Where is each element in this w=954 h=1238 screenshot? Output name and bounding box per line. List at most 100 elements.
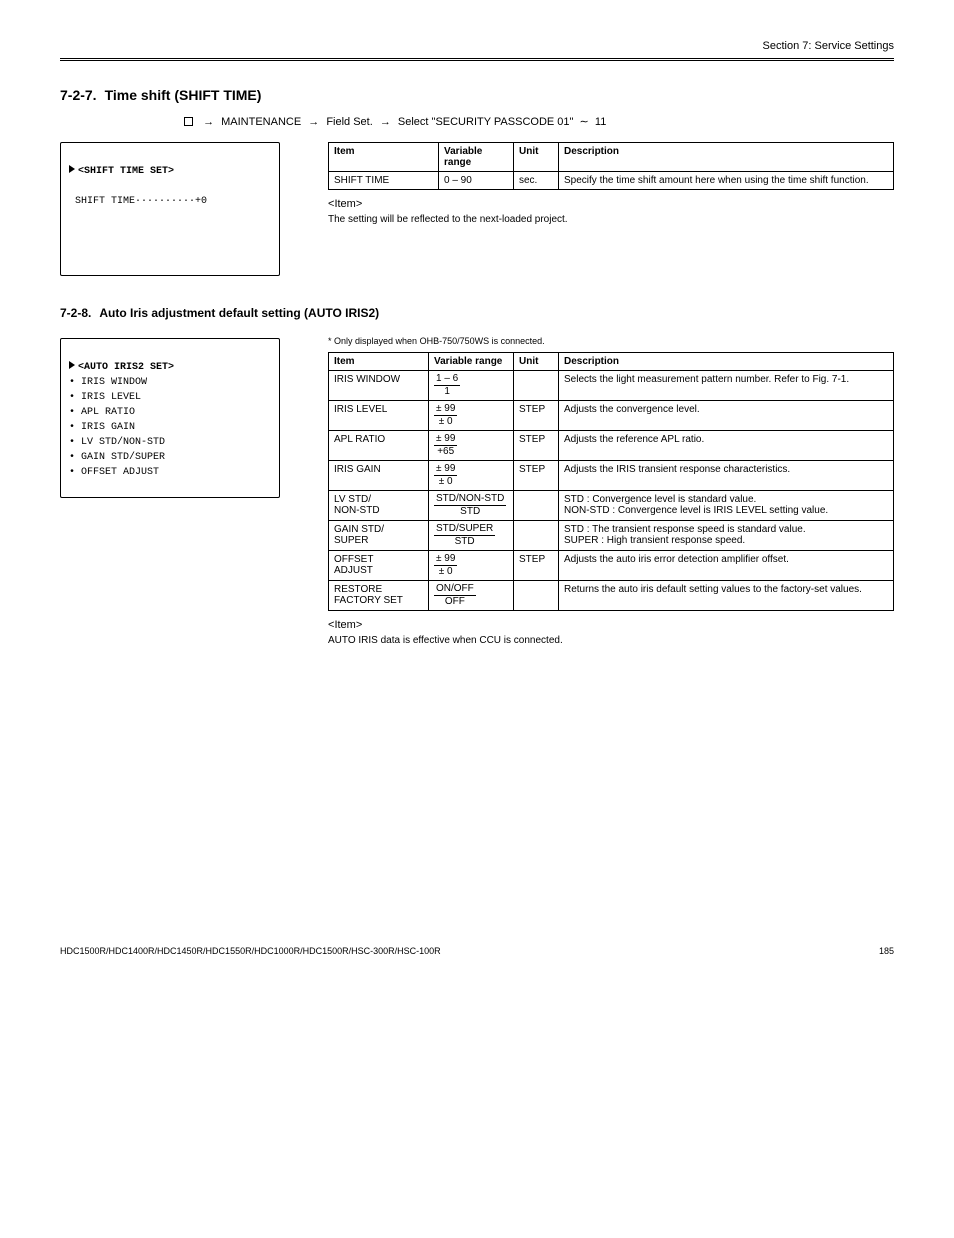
fraction: 1 – 61: [434, 374, 460, 397]
display-line-label: SHIFT TIME: [75, 196, 135, 207]
fraction: ± 99± 0: [434, 554, 457, 577]
section-heading-728: Auto Iris adjustment default setting (AU…: [99, 306, 379, 320]
note-label-728: Item: [334, 619, 355, 631]
cell-unit: STEP: [514, 431, 559, 461]
frac-top: ON/OFF: [434, 584, 476, 596]
cell-item: IRIS WINDOW: [329, 371, 429, 401]
table-row: OFFSET ADJUST± 99± 0STEPAdjusts the auto…: [329, 551, 894, 581]
triangle-right-icon: [69, 165, 75, 173]
fraction: ± 99+65: [434, 434, 457, 457]
table-row: SHIFT TIME 0 – 90 sec. Specify the time …: [329, 172, 894, 190]
th-variable: Variable range: [429, 353, 514, 371]
cell-variable: ± 99+65: [429, 431, 514, 461]
th-description: Description: [559, 353, 894, 371]
cell-unit: [514, 491, 559, 521]
bc-level1: MAINTENANCE: [221, 116, 301, 128]
menu-icon: [184, 117, 193, 126]
item-note-728: <Item>: [328, 619, 894, 631]
arrow-icon: →: [203, 116, 214, 128]
cell-item: GAIN STD/ SUPER: [329, 521, 429, 551]
frac-top: 1 – 6: [434, 374, 460, 386]
cell-item: IRIS LEVEL: [329, 401, 429, 431]
frac-top: ± 99: [434, 404, 457, 416]
table-row: IRIS LEVEL± 99± 0STEPAdjusts the converg…: [329, 401, 894, 431]
table-row: RESTORE FACTORY SETON/OFFOFFReturns the …: [329, 581, 894, 611]
th-variable: Variable range: [439, 143, 514, 172]
fraction: STD/SUPERSTD: [434, 524, 495, 547]
cell-unit: [514, 371, 559, 401]
cell-variable: ± 99± 0: [429, 461, 514, 491]
th-unit: Unit: [514, 143, 559, 172]
table-row: IRIS GAIN± 99± 0STEPAdjusts the IRIS tra…: [329, 461, 894, 491]
cell-item: RESTORE FACTORY SET: [329, 581, 429, 611]
display-box-728: <AUTO IRIS2 SET> IRIS WINDOWIRIS LEVELAP…: [60, 338, 280, 498]
spec-table-728: Item Variable range Unit Description IRI…: [328, 352, 894, 611]
section-number-727: 7-2-7.: [60, 87, 97, 103]
cell-desc: Specify the time shift amount here when …: [559, 172, 894, 190]
item-note-727: <Item>: [328, 198, 894, 210]
cell-item: SHIFT TIME: [329, 172, 439, 190]
frac-top: STD/NON-STD: [434, 494, 506, 506]
list-item: APL RATIO: [69, 405, 271, 420]
display-box-727: <SHIFT TIME SET> SHIFT TIME··········+0: [60, 142, 280, 276]
triangle-right-icon: [69, 361, 75, 369]
frac-top: ± 99: [434, 554, 457, 566]
cell-desc: STD : Convergence level is standard valu…: [559, 491, 894, 521]
section-title-727: 7-2-7. Time shift (SHIFT TIME): [60, 87, 894, 103]
table-row: APL RATIO± 99+65STEPAdjusts the referenc…: [329, 431, 894, 461]
list-item: OFFSET ADJUST: [69, 465, 271, 480]
note-label: Item: [334, 198, 355, 210]
list-item: IRIS GAIN: [69, 420, 271, 435]
fraction: ON/OFFOFF: [434, 584, 476, 607]
arrow-icon: →: [308, 116, 319, 128]
footer: HDC1500R/HDC1400R/HDC1450R/HDC1550R/HDC1…: [60, 946, 894, 956]
th-description: Description: [559, 143, 894, 172]
table-row: LV STD/ NON-STDSTD/NON-STDSTD STD : Conve…: [329, 491, 894, 521]
cell-variable: 1 – 61: [429, 371, 514, 401]
frac-bot: ± 0: [434, 476, 457, 487]
cell-item: OFFSET ADJUST: [329, 551, 429, 581]
footnote-728: * Only displayed when OHB-750/750WS is c…: [328, 336, 894, 346]
cell-unit: STEP: [514, 461, 559, 491]
cell-desc: Adjusts the convergence level.: [559, 401, 894, 431]
cell-unit: STEP: [514, 551, 559, 581]
display-line-value: +0: [195, 196, 207, 207]
fraction: ± 99± 0: [434, 404, 457, 427]
cell-unit: [514, 581, 559, 611]
note-text-727: The setting will be reflected to the nex…: [328, 214, 894, 225]
cell-unit: [514, 521, 559, 551]
cell-item: APL RATIO: [329, 431, 429, 461]
footer-page-number: 185: [879, 946, 894, 956]
bc-level3: Select "SECURITY PASSCODE 01": [398, 116, 574, 128]
table-row: GAIN STD/ SUPERSTD/SUPERSTDSTD : The tra…: [329, 521, 894, 551]
frac-top: ± 99: [434, 464, 457, 476]
section-number-728: 7-2-8.: [60, 306, 91, 320]
th-item: Item: [329, 353, 429, 371]
frac-bot: 1: [434, 386, 460, 397]
breadcrumb-727: → MAINTENANCE → Field Set. → Select "SEC…: [184, 115, 894, 128]
frac-top: STD/SUPER: [434, 524, 495, 536]
note-text-728: AUTO IRIS data is effective when CCU is …: [328, 635, 894, 646]
list-item: GAIN STD/SUPER: [69, 450, 271, 465]
display-title-728: AUTO IRIS2 SET: [84, 362, 168, 373]
cell-variable: 0 – 90: [439, 172, 514, 190]
cell-desc: Returns the auto iris default setting va…: [559, 581, 894, 611]
th-item: Item: [329, 143, 439, 172]
cell-item: LV STD/ NON-STD: [329, 491, 429, 521]
cell-variable: ON/OFFOFF: [429, 581, 514, 611]
arrow-icon: →: [380, 116, 391, 128]
cell-unit: sec.: [514, 172, 559, 190]
fraction: ± 99± 0: [434, 464, 457, 487]
frac-bot: STD: [434, 536, 495, 547]
section-heading-727: Time shift (SHIFT TIME): [105, 87, 262, 103]
frac-bot: OFF: [434, 596, 476, 607]
frac-bot: +65: [434, 446, 457, 457]
cell-desc: STD : The transient response speed is st…: [559, 521, 894, 551]
cell-desc: Adjusts the IRIS transient response char…: [559, 461, 894, 491]
bc-level4: 11: [595, 116, 606, 128]
footnote-text: Only displayed when OHB-750/750WS is con…: [334, 336, 545, 346]
section-title-728: 7-2-8. Auto Iris adjustment default sett…: [60, 306, 894, 320]
fraction: STD/NON-STDSTD: [434, 494, 506, 517]
cell-variable: ± 99± 0: [429, 401, 514, 431]
cell-variable: ± 99± 0: [429, 551, 514, 581]
